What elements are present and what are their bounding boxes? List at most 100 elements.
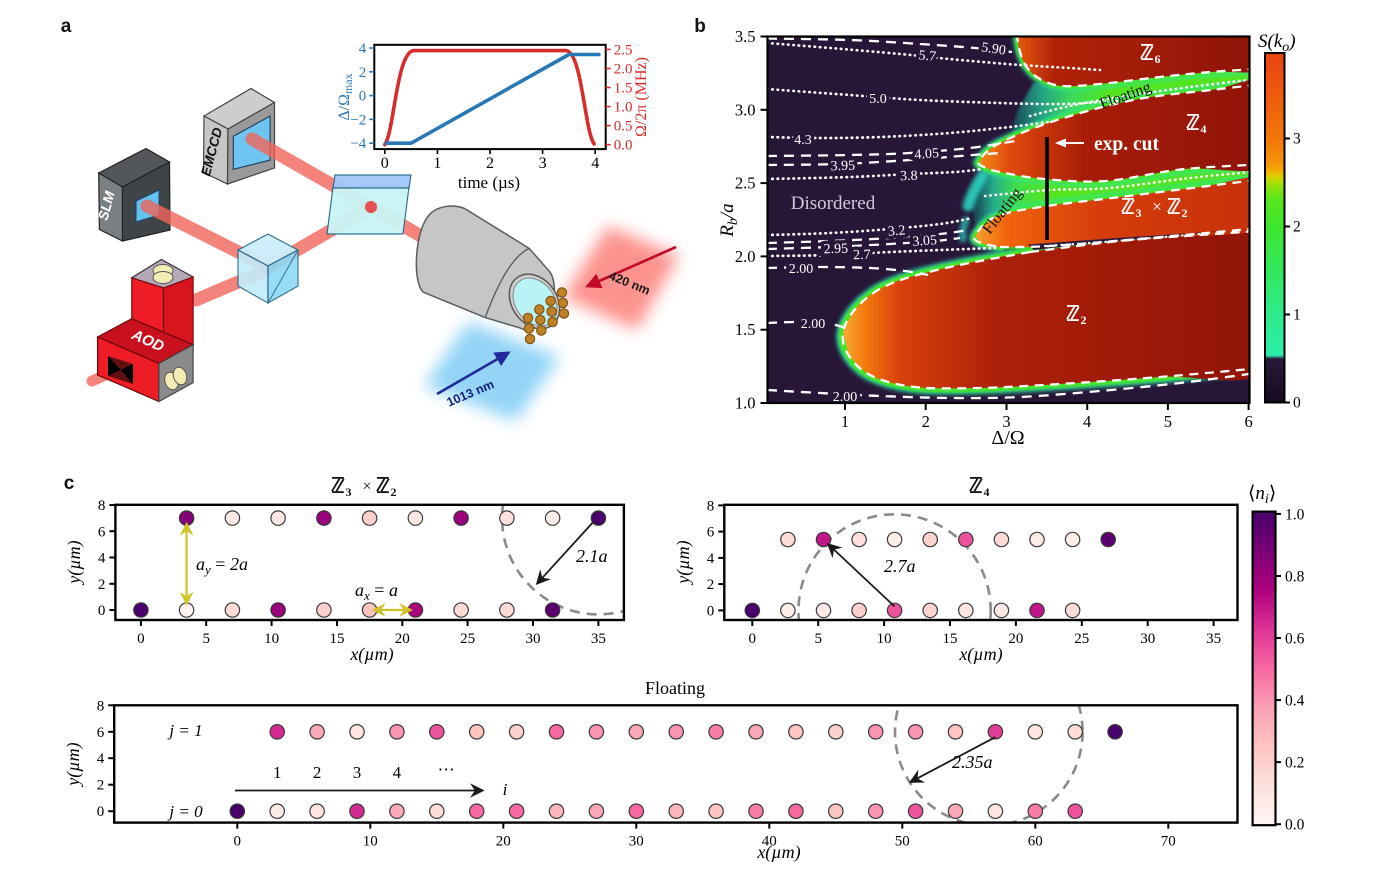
svg-text:2.5: 2.5	[735, 174, 756, 193]
svg-text:2: 2	[391, 485, 397, 499]
svg-text:1.0: 1.0	[1285, 506, 1305, 523]
svg-text:ay = 2a: ay = 2a	[196, 554, 248, 577]
svg-text:x(µm): x(µm)	[349, 644, 393, 665]
svg-text:ax = a: ax = a	[355, 580, 398, 603]
svg-text:10: 10	[363, 834, 378, 850]
svg-text:Ω/2π (MHz): Ω/2π (MHz)	[633, 57, 650, 137]
svg-text:20: 20	[1008, 631, 1023, 647]
svg-text:−4: −4	[350, 136, 366, 152]
svg-text:2: 2	[922, 412, 930, 431]
svg-text:6: 6	[1155, 52, 1161, 66]
svg-text:2: 2	[98, 577, 106, 593]
svg-text:2.35a: 2.35a	[952, 752, 993, 772]
svg-text:0: 0	[707, 603, 715, 619]
svg-text:⋯: ⋯	[438, 760, 455, 779]
svg-text:Disordered: Disordered	[791, 193, 876, 214]
svg-text:2.00: 2.00	[789, 262, 814, 277]
svg-text:0.8: 0.8	[1285, 568, 1305, 585]
svg-text:2: 2	[313, 763, 322, 782]
svg-text:3: 3	[346, 485, 352, 499]
svg-text:6: 6	[1244, 412, 1252, 431]
svg-text:b: b	[694, 16, 706, 37]
svg-text:5: 5	[814, 631, 822, 647]
svg-text:3: 3	[353, 763, 362, 782]
svg-text:×: ×	[1152, 197, 1162, 216]
svg-text:2.95: 2.95	[823, 242, 848, 258]
svg-text:0: 0	[381, 155, 389, 172]
svg-text:x(µm): x(µm)	[958, 644, 1002, 665]
svg-text:0: 0	[137, 631, 145, 647]
svg-text:2: 2	[707, 577, 715, 593]
svg-text:2.00: 2.00	[833, 390, 858, 405]
svg-text:Floating: Floating	[645, 678, 705, 698]
svg-text:i: i	[503, 780, 508, 799]
svg-text:30: 30	[1140, 631, 1155, 647]
svg-text:1.5: 1.5	[735, 320, 756, 339]
svg-text:2.7: 2.7	[853, 248, 871, 264]
svg-text:8: 8	[97, 698, 105, 714]
svg-text:0.2: 0.2	[1285, 755, 1304, 772]
svg-text:0.0: 0.0	[614, 138, 633, 154]
svg-text:2.7a: 2.7a	[884, 556, 916, 576]
svg-text:1: 1	[1293, 307, 1301, 324]
svg-text:2: 2	[1182, 206, 1188, 220]
svg-text:10: 10	[264, 631, 279, 647]
svg-text:4: 4	[1201, 122, 1207, 136]
svg-text:4: 4	[591, 155, 599, 172]
svg-text:c: c	[64, 473, 75, 494]
svg-text:4: 4	[393, 763, 402, 782]
svg-text:15: 15	[329, 631, 344, 647]
svg-text:4: 4	[97, 751, 105, 767]
svg-text:8: 8	[98, 498, 106, 514]
svg-text:25: 25	[460, 631, 475, 647]
svg-text:j = 1: j = 1	[167, 721, 202, 740]
svg-text:y(µm): y(µm)	[63, 742, 84, 787]
svg-text:exp. cut: exp. cut	[1094, 134, 1160, 155]
svg-text:Δ/Ωmax: Δ/Ωmax	[336, 73, 355, 120]
svg-text:0: 0	[749, 631, 757, 647]
svg-text:3.2: 3.2	[887, 223, 906, 239]
svg-text:3.8: 3.8	[900, 169, 918, 185]
svg-text:SLM: SLM	[95, 189, 118, 222]
svg-text:time (µs): time (µs)	[458, 173, 520, 192]
svg-text:10: 10	[877, 631, 892, 647]
svg-text:50: 50	[895, 834, 910, 850]
svg-text:35: 35	[591, 631, 606, 647]
svg-text:3.0: 3.0	[735, 100, 756, 119]
svg-text:S(ko): S(ko)	[1258, 31, 1296, 55]
svg-text:4.05: 4.05	[914, 146, 939, 163]
svg-text:0.4: 0.4	[1285, 693, 1305, 710]
svg-text:3.95: 3.95	[830, 159, 855, 175]
svg-text:2: 2	[1293, 219, 1301, 236]
svg-text:3: 3	[1293, 131, 1301, 148]
svg-text:0.5: 0.5	[614, 119, 633, 135]
svg-text:2: 2	[486, 155, 494, 172]
svg-text:×: ×	[362, 478, 371, 495]
svg-text:8: 8	[707, 498, 715, 514]
svg-text:2.0: 2.0	[735, 247, 756, 266]
svg-text:6: 6	[98, 524, 106, 540]
svg-text:3.5: 3.5	[735, 27, 756, 46]
svg-text:40: 40	[762, 834, 777, 850]
svg-text:2.00: 2.00	[801, 317, 826, 332]
svg-text:4: 4	[707, 551, 715, 567]
svg-text:2: 2	[1081, 313, 1087, 327]
svg-text:1.0: 1.0	[735, 394, 756, 413]
svg-text:1: 1	[433, 155, 441, 172]
svg-text:4: 4	[984, 485, 990, 499]
svg-text:0: 0	[359, 89, 367, 105]
svg-text:20: 20	[395, 631, 410, 647]
svg-text:2.5: 2.5	[614, 42, 633, 58]
svg-text:1.0: 1.0	[614, 100, 633, 116]
svg-text:0.6: 0.6	[1285, 631, 1305, 648]
svg-text:2: 2	[359, 65, 367, 81]
svg-text:4: 4	[98, 551, 106, 567]
svg-text:1: 1	[273, 763, 282, 782]
svg-text:15: 15	[943, 631, 958, 647]
svg-text:0: 0	[98, 603, 106, 619]
svg-text:5: 5	[203, 631, 211, 647]
svg-text:6: 6	[97, 725, 105, 741]
svg-text:y(µm): y(µm)	[64, 540, 85, 585]
svg-text:70: 70	[1161, 834, 1176, 850]
svg-text:2.1a: 2.1a	[576, 546, 608, 566]
